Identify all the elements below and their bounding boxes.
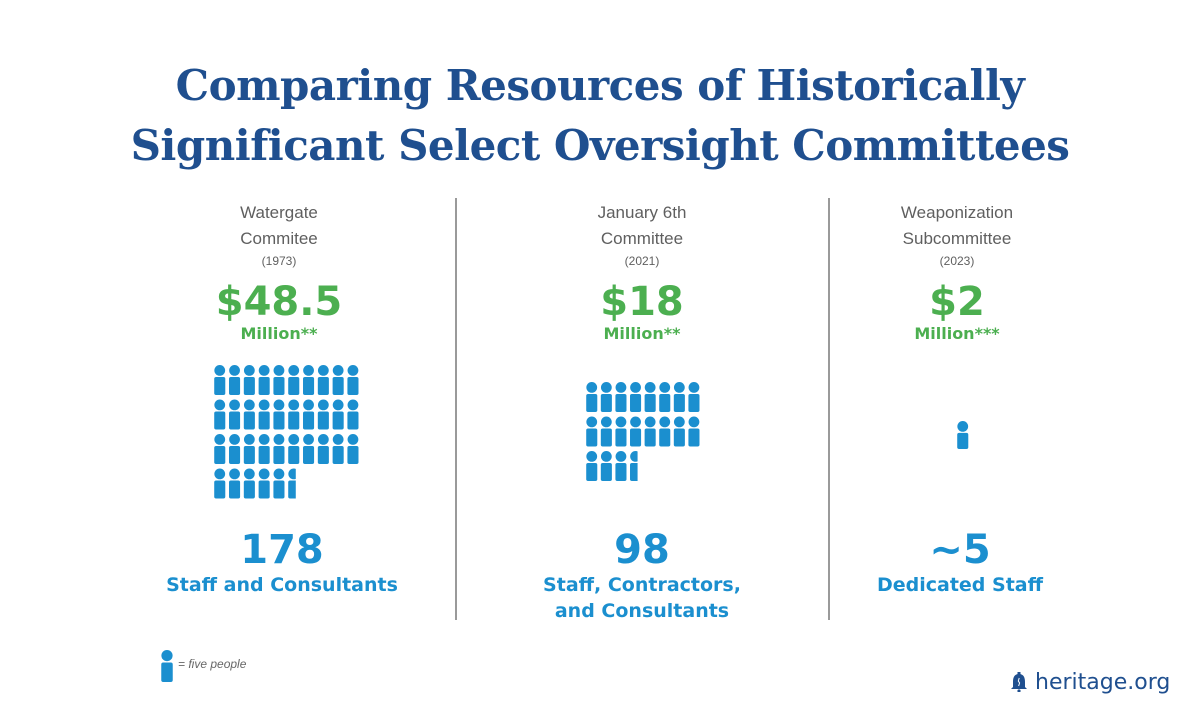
staff-count: ~5 [929, 527, 991, 573]
person-icon [957, 421, 969, 449]
person-icon [214, 434, 226, 464]
person-icon [659, 416, 671, 447]
budget-unit: Million*** [914, 324, 1000, 343]
legend-text: = five people [178, 657, 247, 671]
column-divider-1 [455, 198, 457, 620]
person-icon [586, 451, 598, 481]
budget-amount: $2 [929, 279, 985, 325]
staff-label: Staff and Consultants [166, 574, 398, 596]
watergate-column: Watergate Commitee (1973) $48.5 Million*… [114, 200, 444, 344]
person-icon [303, 365, 315, 395]
person-icon [317, 399, 329, 430]
person-icon [332, 365, 344, 395]
person-icon [229, 468, 241, 499]
partial-person-icon [630, 451, 638, 481]
weaponization-column: Weaponization Subcommittee (2023) $2 Mil… [792, 200, 1122, 344]
person-icon [229, 434, 241, 464]
person-icon [243, 434, 255, 464]
person-icon [688, 416, 700, 447]
committee-name-line: Subcommittee [902, 229, 1012, 248]
person-icon [288, 365, 300, 395]
person-icon [288, 399, 300, 430]
person-icon [347, 399, 359, 430]
committee-year: (2021) [624, 254, 660, 268]
person-icon [673, 382, 685, 412]
budget-amount: $18 [600, 279, 684, 325]
person-icon [214, 365, 226, 395]
person-icon [229, 399, 241, 430]
person-icon [673, 416, 685, 447]
brand-text: heritage.org [1035, 669, 1171, 695]
committee-year: (1973) [261, 254, 297, 268]
person-icon [688, 382, 700, 412]
staff-label: and Consultants [554, 600, 730, 622]
person-icon [214, 399, 226, 430]
weaponization-staff: ~5 Dedicated Staff [795, 528, 1125, 598]
person-icon [586, 382, 598, 412]
person-icon [288, 434, 300, 464]
person-icon [273, 365, 285, 395]
partial-person-icon [288, 468, 296, 499]
person-icon [586, 416, 598, 447]
person-icon [243, 399, 255, 430]
person-icon [273, 399, 285, 430]
person-icon [659, 382, 671, 412]
person-icon [332, 399, 344, 430]
person-icon [644, 416, 656, 447]
person-icon [258, 434, 270, 464]
person-icon [615, 451, 627, 481]
person-icon [243, 468, 255, 499]
staff-label: Staff, Contractors, [543, 574, 741, 596]
person-icon [229, 365, 241, 395]
title-line-1: Comparing Resources of Historically [175, 61, 1025, 110]
committee-year: (2023) [939, 254, 975, 268]
committee-name-line: Weaponization [900, 203, 1014, 222]
staff-count: 178 [240, 527, 324, 573]
person-icon [600, 382, 612, 412]
person-icon [303, 434, 315, 464]
committee-name-line: January 6th [597, 203, 687, 222]
budget-unit: Million** [240, 324, 318, 343]
staff-count: 98 [614, 527, 670, 573]
person-icon [273, 468, 285, 499]
person-icon [243, 365, 255, 395]
person-icon [347, 365, 359, 395]
chart-title: Comparing Resources of Historically Sign… [0, 56, 1200, 176]
person-icon [258, 399, 270, 430]
person-icon [615, 416, 627, 447]
person-icon [317, 434, 329, 464]
person-icon [273, 434, 285, 464]
person-icon [161, 650, 173, 682]
person-icon [258, 365, 270, 395]
budget-amount: $48.5 [215, 279, 343, 325]
brand[interactable]: heritage.org [1010, 666, 1170, 698]
person-icon [317, 365, 329, 395]
committee-name-line: Committee [600, 229, 684, 248]
person-icon [347, 434, 359, 464]
budget-unit: Million** [603, 324, 681, 343]
staff-label: Dedicated Staff [876, 574, 1044, 596]
liberty-bell-icon [1011, 672, 1027, 692]
person-icon [630, 416, 642, 447]
january-6th-staff: 98 Staff, Contractors, and Consultants [477, 528, 807, 624]
person-icon [303, 399, 315, 430]
person-icon [214, 468, 226, 499]
committee-name-line: Watergate [240, 203, 318, 222]
person-icon [630, 382, 642, 412]
committee-name-line: Commitee [240, 229, 318, 248]
person-icon [332, 434, 344, 464]
january-6th-column: January 6th Committee (2021) $18 Million… [477, 200, 807, 344]
person-icon [600, 451, 612, 481]
person-icon [644, 382, 656, 412]
column-divider-2 [828, 198, 830, 620]
person-icon [600, 416, 612, 447]
person-icon [258, 468, 270, 499]
title-line-2: Significant Select Oversight Committees [130, 121, 1070, 170]
watergate-staff: 178 Staff and Consultants [117, 528, 447, 598]
person-icon [615, 382, 627, 412]
